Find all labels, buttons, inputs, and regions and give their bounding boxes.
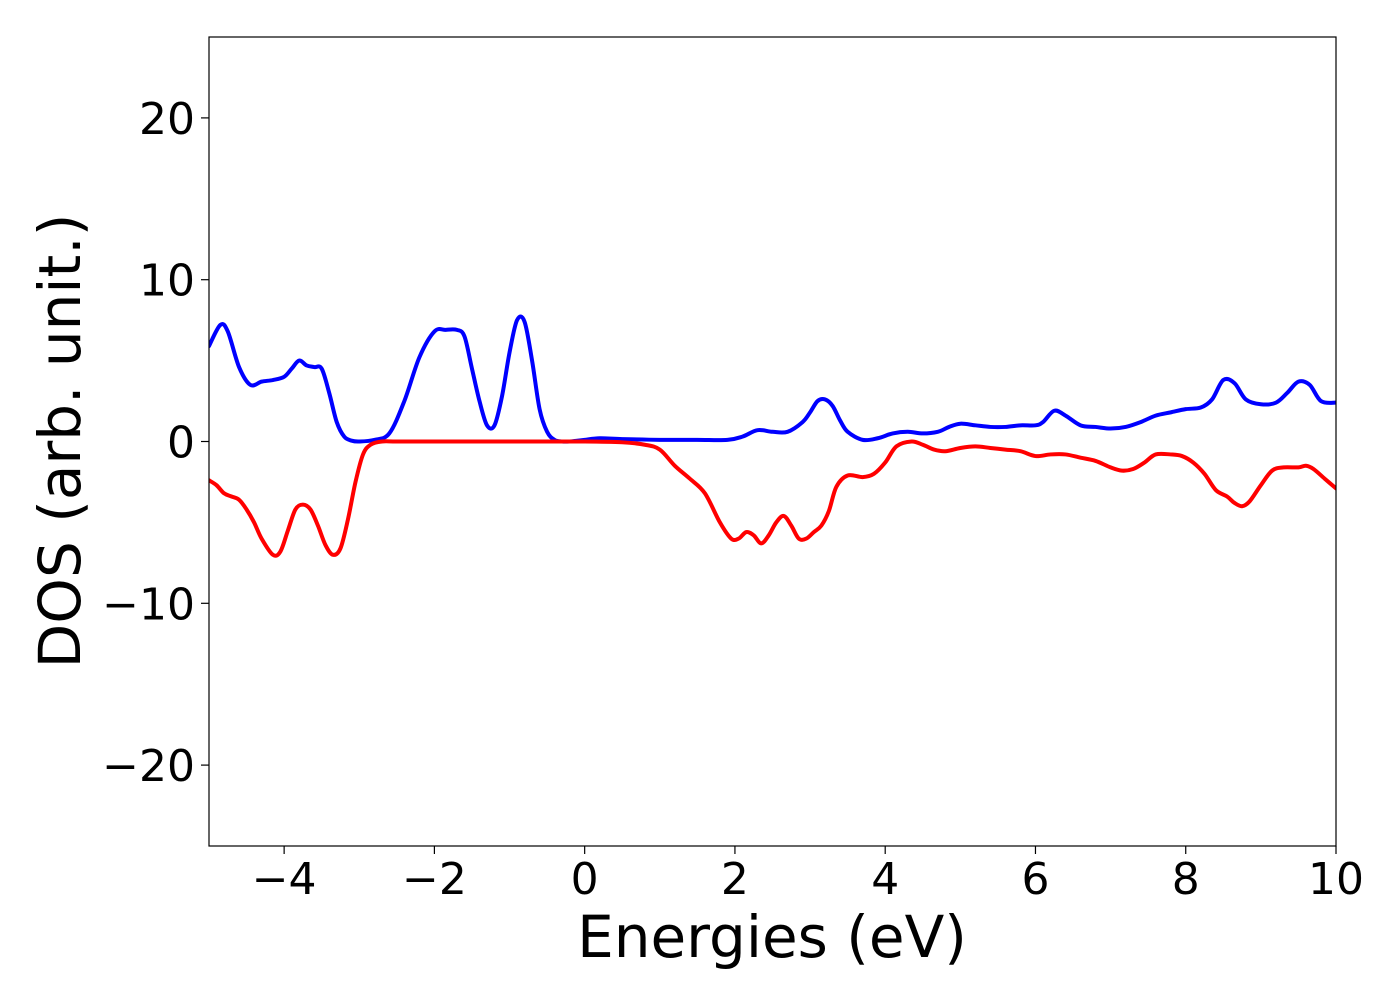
x-tick-label: −4 [252, 854, 317, 905]
y-tick-label: 10 [139, 256, 195, 307]
y-tick-label: −20 [102, 741, 195, 792]
x-tick-label: 0 [571, 854, 599, 905]
x-tick-label: 8 [1172, 854, 1200, 905]
dos-line-blue [209, 314, 1336, 444]
x-tick-label: 10 [1308, 854, 1364, 905]
y-axis-title: DOS (arb. unit.) [26, 214, 94, 669]
y-tick-label: 20 [139, 94, 195, 145]
y-tick-label: −10 [102, 579, 195, 630]
x-tick-label: 4 [871, 854, 899, 905]
x-axis-title: Energies (eV) [577, 903, 967, 971]
x-tick-label: −2 [402, 854, 467, 905]
dos-line-red [209, 439, 1336, 558]
y-tick-label: 0 [167, 418, 195, 469]
x-tick-label: 2 [721, 854, 749, 905]
series-layer [209, 314, 1336, 558]
y-axis: −20 −10 0 10 20 [102, 94, 209, 792]
x-tick-label: 6 [1021, 854, 1049, 905]
x-axis: −4 −2 0 2 4 6 8 10 [252, 846, 1364, 905]
